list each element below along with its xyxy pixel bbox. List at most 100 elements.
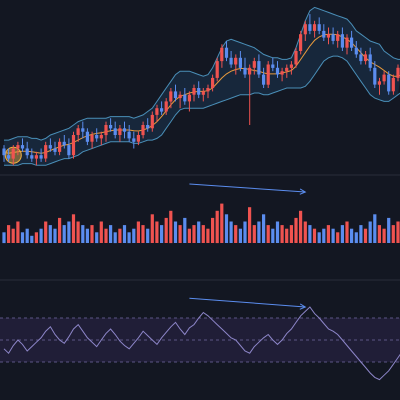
candle <box>280 67 284 82</box>
candle-body <box>183 94 187 102</box>
candle <box>275 61 280 78</box>
candle-body <box>25 148 29 156</box>
candle <box>141 121 145 139</box>
volume-bar <box>368 221 372 243</box>
volume-bar <box>187 228 191 243</box>
candle <box>331 27 335 45</box>
candle-body <box>16 145 20 149</box>
candle-body <box>271 64 275 68</box>
volume-bar <box>215 210 219 244</box>
volume-bar <box>257 221 261 243</box>
candle <box>122 121 127 139</box>
candle <box>183 88 187 105</box>
volume-bar <box>183 217 187 243</box>
candle-body <box>382 74 386 82</box>
volume-bar <box>331 228 335 243</box>
candle-body <box>192 88 196 95</box>
candle <box>20 138 25 152</box>
volume-bar <box>359 225 363 243</box>
candle <box>95 128 99 142</box>
volume-bar <box>345 221 349 243</box>
volume-bar <box>85 228 89 243</box>
candle-body <box>132 138 136 142</box>
candle-body <box>396 67 400 78</box>
candle-body <box>266 64 270 85</box>
volume-bar <box>53 228 57 243</box>
candle <box>2 145 6 162</box>
candle-body <box>359 54 363 62</box>
candle-body <box>7 155 11 159</box>
volume-bar <box>303 221 307 243</box>
candle-body <box>224 47 229 58</box>
candle-body <box>99 135 103 139</box>
bollinger-upper-line <box>4 6 400 141</box>
candle-body <box>289 64 293 68</box>
candle <box>187 91 191 112</box>
candle <box>368 47 372 72</box>
candle-body <box>206 88 210 92</box>
rsi-divergence-arrow <box>189 297 306 308</box>
volume-bar <box>44 221 48 243</box>
candle-body <box>2 148 6 156</box>
candle <box>289 61 293 75</box>
price-pane[interactable] <box>2 6 400 166</box>
candle <box>109 118 113 132</box>
volume-bar <box>317 232 321 244</box>
candle-body <box>229 57 233 65</box>
volume-bar <box>118 228 122 243</box>
candle <box>58 138 62 156</box>
candle-body <box>150 114 154 129</box>
candle <box>81 121 85 139</box>
candle-body <box>294 51 298 65</box>
volume-bar <box>71 214 76 243</box>
candle <box>25 141 29 159</box>
volume-bar <box>289 225 293 243</box>
volume-pane[interactable] <box>2 183 400 244</box>
candle <box>266 61 270 88</box>
candle <box>391 74 395 95</box>
candle <box>146 118 150 132</box>
volume-bar <box>20 232 25 244</box>
candle <box>211 74 215 92</box>
candle <box>104 121 108 142</box>
candle-body <box>109 125 113 129</box>
volume-bar <box>173 221 178 243</box>
volume-bar <box>354 232 358 244</box>
candle-body <box>262 74 266 85</box>
candle-body <box>326 34 330 38</box>
volume-bar <box>30 235 34 243</box>
rsi-pane[interactable] <box>0 297 400 381</box>
candle-body <box>252 61 256 68</box>
candle <box>345 34 349 55</box>
volume-bar <box>160 225 164 243</box>
candle-body <box>336 34 340 41</box>
volume-bar <box>201 225 205 243</box>
candle <box>118 125 122 142</box>
volume-bar <box>197 221 201 243</box>
candle <box>132 131 136 149</box>
candle-body <box>308 24 312 31</box>
candle <box>150 111 154 132</box>
candle-body <box>354 47 358 55</box>
candle <box>62 135 66 149</box>
candle-body <box>141 125 145 136</box>
candle-body <box>211 77 215 88</box>
volume-bar <box>95 232 99 244</box>
candle-body <box>280 71 284 75</box>
candle-body <box>160 108 164 112</box>
candle <box>285 64 289 78</box>
volume-bar <box>387 217 391 243</box>
volume-bar <box>155 221 159 243</box>
candle <box>160 101 164 115</box>
volume-bar <box>104 228 108 243</box>
candle-body <box>127 131 131 139</box>
candle-body <box>377 81 381 85</box>
volume-bar <box>224 214 229 243</box>
candle-body <box>243 67 247 75</box>
candle-body <box>39 155 43 159</box>
volume-bar <box>150 214 154 243</box>
volume-bar <box>220 203 224 243</box>
candle-body <box>44 145 48 159</box>
